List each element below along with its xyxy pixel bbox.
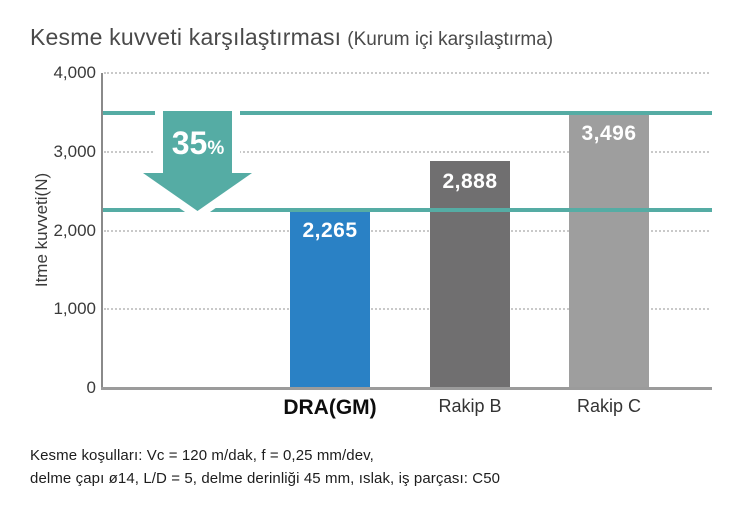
y-tick-label: 2,000 <box>53 220 96 240</box>
gridline <box>104 308 709 311</box>
y-tick-label: 3,000 <box>53 141 96 161</box>
bar-value-label: 2,888 <box>442 169 498 193</box>
bar-rakip-c: 3,496 <box>569 112 649 388</box>
cutting-conditions-line2: delme çapı ø14, L/D = 5, delme derinliği… <box>30 470 501 487</box>
reference-line-upper <box>103 110 712 115</box>
cutting-conditions-line1: Kesme koşulları: Vc = 120 m/dak, f = 0,2… <box>30 447 374 464</box>
y-tick-label: 0 <box>86 378 96 397</box>
x-axis-line <box>101 387 712 390</box>
y-tick-label: 1,000 <box>53 299 96 319</box>
x-label-rakip-c: Rakip C <box>576 396 642 416</box>
chart-subtitle: (Kurum içi karşılaştırma) <box>347 29 554 50</box>
y-tick-label: 4,000 <box>53 63 96 82</box>
plot-area: 2,265 2,888 3,496 35% <box>101 72 712 390</box>
bar-value-label: 3,496 <box>581 121 637 145</box>
reference-line-lower <box>103 207 712 212</box>
page-title: Kesme kuvveti karşılaştırması (Kurum içi … <box>30 24 553 51</box>
x-label-rakip-b: Rakip B <box>438 396 502 416</box>
cutting-conditions: Kesme koşulları: Vc = 120 m/dak, f = 0,2… <box>30 444 500 490</box>
bar-value-label: 2,265 <box>302 218 358 242</box>
reduction-value: 35 <box>171 125 208 161</box>
chart-title: Kesme kuvveti karşılaştırması <box>30 24 342 50</box>
bar-rakip-b: 2,888 <box>430 160 510 388</box>
y-tick-labels: 4,000 3,000 2,000 1,000 0 <box>34 63 96 397</box>
gridline <box>104 72 709 74</box>
gridline <box>104 150 709 153</box>
reduction-percentage-label: 35% <box>153 125 243 162</box>
reduction-unit: % <box>207 138 225 159</box>
x-label-dra-gm: DRA(GM) <box>283 396 377 419</box>
gridline <box>104 229 709 232</box>
bar-dra-gm: 2,265 <box>290 209 370 388</box>
reduction-arrow-icon <box>135 103 260 219</box>
y-axis-line <box>101 73 103 388</box>
